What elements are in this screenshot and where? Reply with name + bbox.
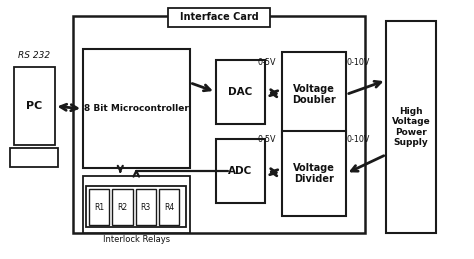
Bar — [83, 176, 190, 233]
Bar — [216, 60, 265, 124]
Text: RS 232: RS 232 — [18, 51, 50, 60]
Bar — [89, 189, 109, 225]
Text: 0-5V: 0-5V — [257, 135, 276, 144]
Bar — [386, 21, 436, 233]
Text: R4: R4 — [164, 203, 174, 212]
Text: Interface Card: Interface Card — [180, 12, 259, 23]
Bar — [73, 16, 365, 233]
Bar — [159, 189, 179, 225]
Text: 0-10V: 0-10V — [346, 135, 370, 144]
Text: 8 Bit Microcontroller: 8 Bit Microcontroller — [84, 104, 189, 113]
Text: DAC: DAC — [228, 87, 253, 97]
Bar — [10, 148, 58, 167]
Bar — [168, 8, 270, 27]
Text: 0-5V: 0-5V — [257, 58, 276, 67]
Text: R3: R3 — [141, 203, 151, 212]
Bar — [83, 49, 190, 168]
Text: R2: R2 — [118, 203, 128, 212]
Text: Interlock Relays: Interlock Relays — [103, 235, 170, 244]
Text: Voltage
Doubler: Voltage Doubler — [292, 84, 336, 105]
Bar — [216, 139, 265, 203]
Text: 0-10V: 0-10V — [346, 58, 370, 67]
Bar — [112, 189, 133, 225]
Text: High
Voltage
Power
Supply: High Voltage Power Supply — [392, 107, 430, 147]
Text: PC: PC — [26, 101, 43, 111]
Bar — [14, 67, 55, 145]
Text: Voltage
Divider: Voltage Divider — [293, 163, 335, 184]
Bar — [282, 131, 346, 216]
Text: ADC: ADC — [228, 166, 253, 176]
Text: R1: R1 — [94, 203, 104, 212]
Bar — [86, 186, 186, 227]
Bar — [282, 52, 346, 137]
Bar — [136, 189, 156, 225]
